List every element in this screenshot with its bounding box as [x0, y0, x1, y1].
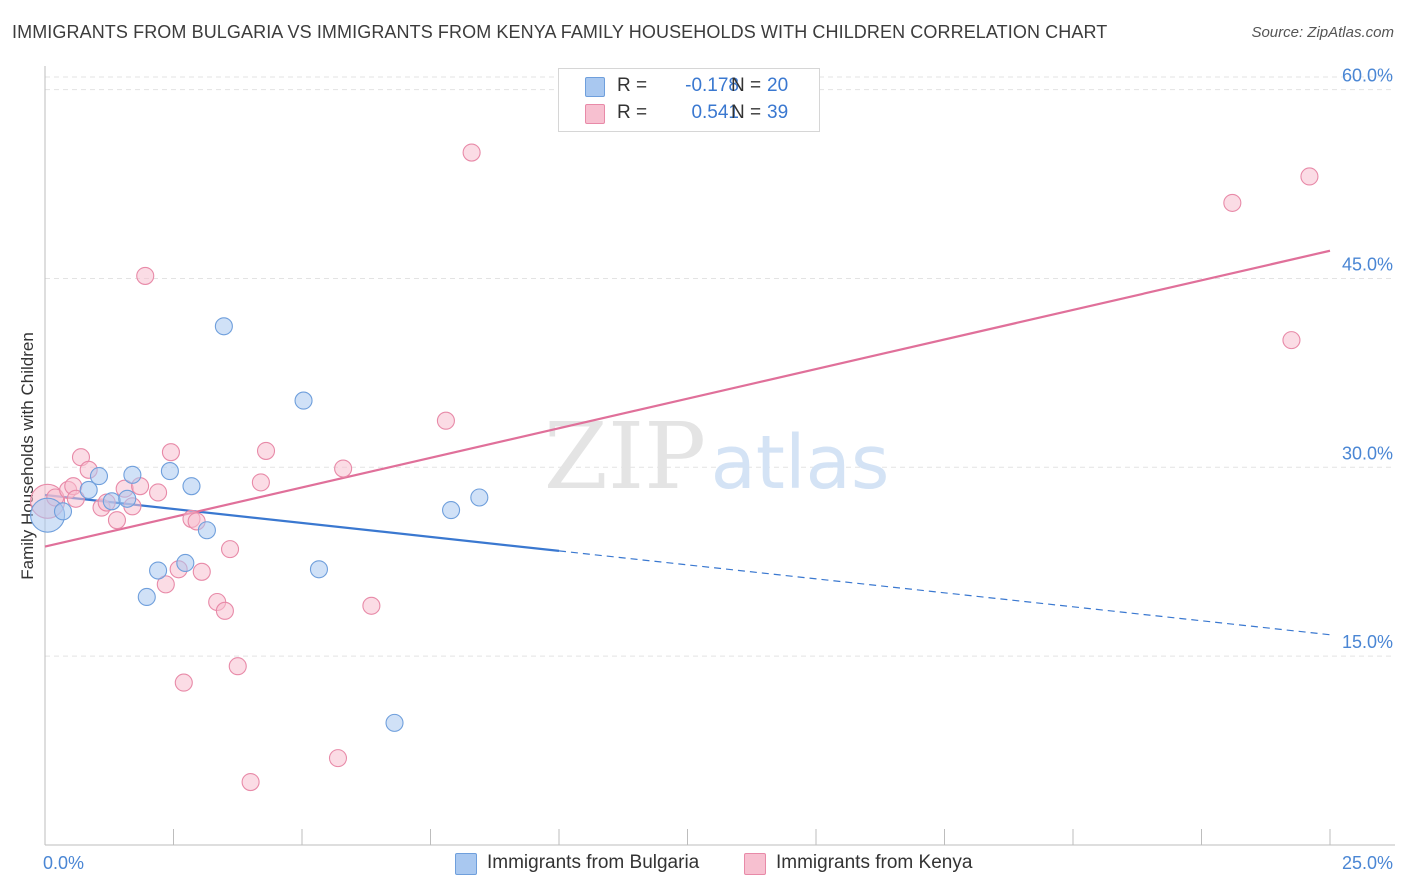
legend: R = -0.178 N = 20 R = 0.541 N = 39 — [558, 68, 820, 132]
legend-r-label: R = — [617, 102, 648, 123]
point-kenya — [1223, 193, 1242, 212]
point-bulgaria — [89, 467, 109, 486]
y-tick-label: 15.0% — [1342, 632, 1393, 652]
point-kenya — [66, 489, 85, 508]
point-bulgaria — [53, 502, 73, 521]
point-bulgaria — [442, 501, 461, 520]
data-points — [30, 143, 1319, 792]
point-kenya — [328, 749, 348, 768]
trend-line-dashed — [558, 550, 1331, 636]
source-label: Source: ZipAtlas.com — [1251, 24, 1394, 41]
point-bulgaria — [470, 488, 489, 507]
trend-line-solid — [44, 249, 1331, 548]
point-bulgaria — [176, 553, 195, 573]
x-tick-label: 0.0% — [43, 853, 84, 873]
point-bulgaria — [182, 477, 201, 496]
y-tick-label: 30.0% — [1342, 443, 1393, 463]
legend-n-value: 20 — [767, 75, 789, 96]
point-kenya — [362, 596, 381, 615]
grid-lines — [45, 76, 1395, 657]
point-kenya — [107, 511, 127, 530]
point-bulgaria — [149, 561, 168, 580]
point-kenya — [174, 673, 193, 692]
x-tick-label: 25.0% — [1342, 853, 1393, 873]
point-kenya — [1282, 331, 1301, 350]
legend-n-label: N = — [731, 102, 762, 123]
point-kenya — [149, 483, 168, 502]
watermark: ZIP atlas — [544, 403, 890, 510]
point-bulgaria — [294, 391, 313, 410]
point-bulgaria — [123, 465, 142, 484]
point-bulgaria — [79, 480, 98, 500]
legend-n-value: 39 — [767, 102, 789, 123]
point-kenya — [436, 411, 455, 430]
legend-swatch-bulgaria — [585, 77, 605, 97]
point-kenya — [161, 443, 180, 462]
watermark-atlas: atlas — [711, 420, 890, 506]
point-bulgaria — [197, 521, 216, 540]
legend-r-label: R = — [617, 75, 648, 96]
point-kenya — [215, 601, 234, 620]
point-bulgaria — [137, 587, 156, 607]
axes — [44, 66, 1395, 846]
point-kenya — [256, 441, 276, 460]
point-bulgaria — [118, 489, 137, 508]
point-kenya — [156, 575, 175, 594]
bottom-legend-label-bulgaria: Immigrants from Bulgaria — [487, 852, 700, 873]
point-kenya — [251, 473, 270, 492]
point-kenya — [241, 772, 260, 792]
bottom-legend-swatch-kenya — [744, 853, 766, 875]
point-kenya — [228, 657, 247, 676]
tick-labels: 15.0% 30.0% 45.0% 60.0% 0.0% 25.0% — [43, 66, 1393, 873]
point-bulgaria — [102, 492, 121, 511]
legend-swatch-kenya — [585, 104, 605, 124]
point-bulgaria — [309, 560, 329, 579]
point-kenya — [334, 459, 353, 478]
point-kenya — [462, 143, 481, 162]
point-bulgaria — [160, 462, 179, 481]
y-tick-label: 45.0% — [1342, 254, 1393, 274]
point-kenya — [136, 266, 155, 285]
bottom-legend-label-kenya: Immigrants from Kenya — [776, 852, 973, 873]
chart-title: IMMIGRANTS FROM BULGARIA VS IMMIGRANTS F… — [12, 22, 1108, 42]
legend-n-label: N = — [731, 75, 762, 96]
watermark-zip: ZIP — [544, 403, 706, 510]
point-kenya — [1300, 167, 1319, 186]
y-tick-label: 60.0% — [1342, 66, 1393, 86]
point-bulgaria — [385, 713, 404, 732]
legend-r-value: 0.541 — [691, 102, 739, 123]
point-kenya — [192, 562, 211, 581]
point-kenya — [220, 540, 240, 559]
bottom-legend-swatch-bulgaria — [455, 853, 477, 875]
legend-r-value: -0.178 — [685, 75, 739, 96]
point-bulgaria — [214, 317, 233, 336]
